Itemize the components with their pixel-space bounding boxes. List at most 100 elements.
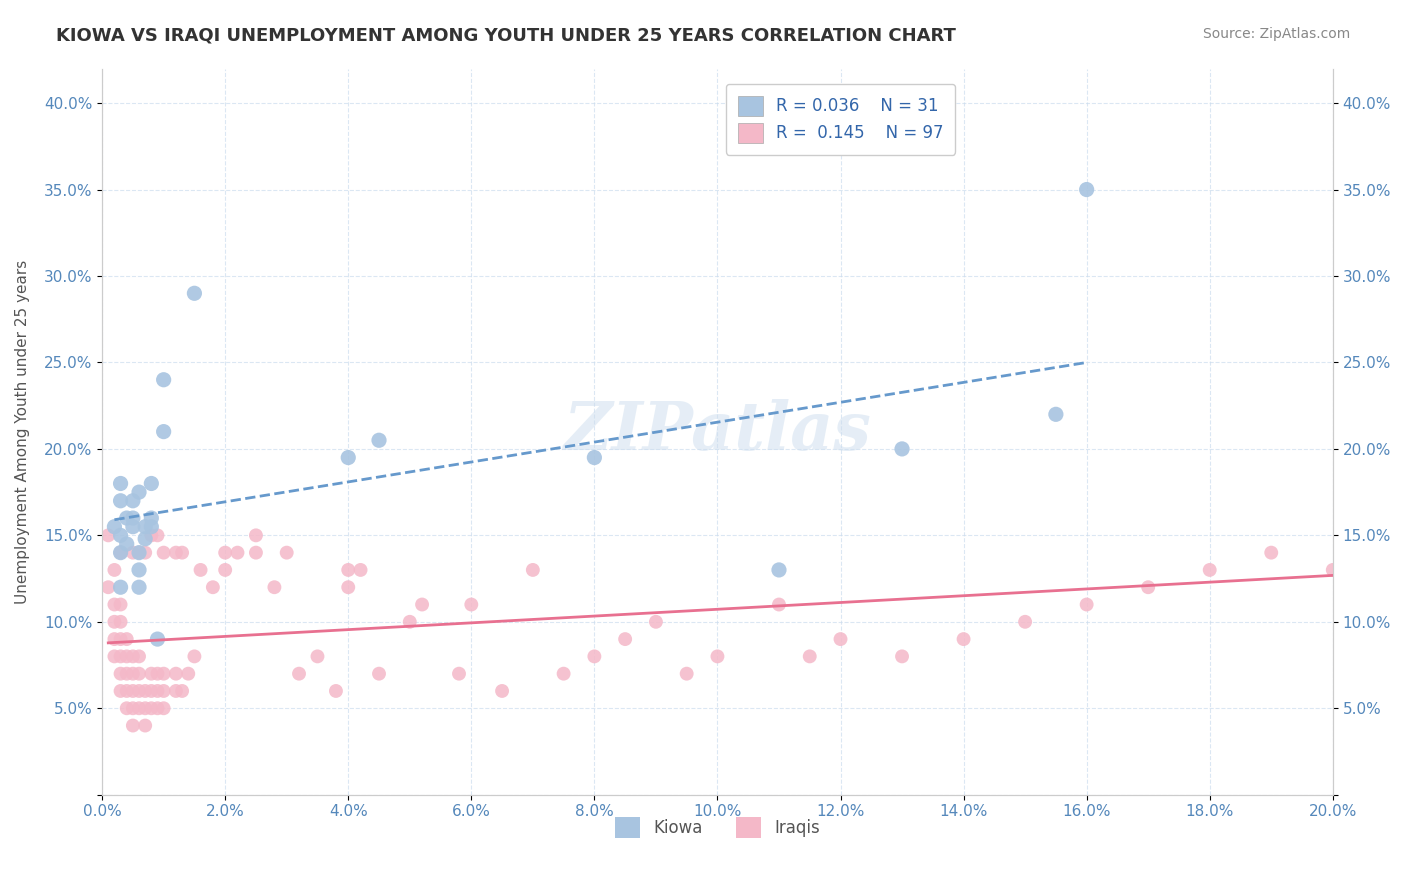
Point [614,632,637,646]
Point [146,666,169,681]
Point [165,684,187,698]
Point [134,701,156,715]
Point [799,649,821,664]
Point [337,450,360,465]
Point [122,546,145,560]
Point [152,373,174,387]
Point [141,519,163,533]
Point [115,666,138,681]
Point [103,649,125,664]
Point [110,649,132,664]
Point [122,519,145,533]
Point [1076,183,1098,197]
Point [128,563,150,577]
Point [460,598,482,612]
Point [190,563,212,577]
Point [768,563,790,577]
Point [411,598,433,612]
Point [152,701,174,715]
Point [103,632,125,646]
Point [97,528,120,542]
Point [103,615,125,629]
Text: ZIPatlas: ZIPatlas [564,399,872,464]
Point [368,434,391,448]
Point [110,476,132,491]
Text: Source: ZipAtlas.com: Source: ZipAtlas.com [1202,27,1350,41]
Point [245,546,267,560]
Point [128,666,150,681]
Point [141,476,163,491]
Point [141,528,163,542]
Point [115,632,138,646]
Point [122,666,145,681]
Point [337,563,360,577]
Point [1014,615,1036,629]
Point [1260,546,1282,560]
Point [263,580,285,594]
Point [226,546,249,560]
Point [491,684,513,698]
Point [1353,546,1375,560]
Point [103,519,125,533]
Point [645,615,668,629]
Point [276,546,298,560]
Point [1384,528,1406,542]
Point [122,718,145,732]
Point [337,580,360,594]
Point [103,563,125,577]
Point [141,666,163,681]
Point [115,684,138,698]
Point [141,511,163,525]
Point [183,649,205,664]
Point [165,546,187,560]
Point [706,649,728,664]
Point [97,580,120,594]
Point [1137,580,1160,594]
Point [115,537,138,551]
Point [110,493,132,508]
Point [128,701,150,715]
Point [583,649,606,664]
Point [177,666,200,681]
Point [152,546,174,560]
Point [891,442,914,456]
Point [146,528,169,542]
Point [214,546,236,560]
Point [830,632,852,646]
Point [110,666,132,681]
Point [122,701,145,715]
Point [128,580,150,594]
Point [110,684,132,698]
Point [325,684,347,698]
Point [128,546,150,560]
Point [128,684,150,698]
Point [307,649,329,664]
Y-axis label: Unemployment Among Youth under 25 years: Unemployment Among Youth under 25 years [15,260,30,604]
Point [110,580,132,594]
Point [141,684,163,698]
Point [103,598,125,612]
Point [1322,563,1344,577]
Point [128,649,150,664]
Point [368,666,391,681]
Point [146,684,169,698]
Point [122,493,145,508]
Text: KIOWA VS IRAQI UNEMPLOYMENT AMONG YOUTH UNDER 25 YEARS CORRELATION CHART: KIOWA VS IRAQI UNEMPLOYMENT AMONG YOUTH … [56,27,956,45]
Point [201,580,224,594]
Point [134,718,156,732]
Point [146,701,169,715]
Point [675,666,697,681]
Point [172,684,194,698]
Point [122,649,145,664]
Point [134,532,156,546]
Point [128,546,150,560]
Point [110,615,132,629]
Point [110,632,132,646]
Point [553,666,575,681]
Point [134,684,156,698]
Point [1198,563,1220,577]
Point [128,485,150,500]
Point [110,528,132,542]
Point [447,666,470,681]
Point [583,450,606,465]
